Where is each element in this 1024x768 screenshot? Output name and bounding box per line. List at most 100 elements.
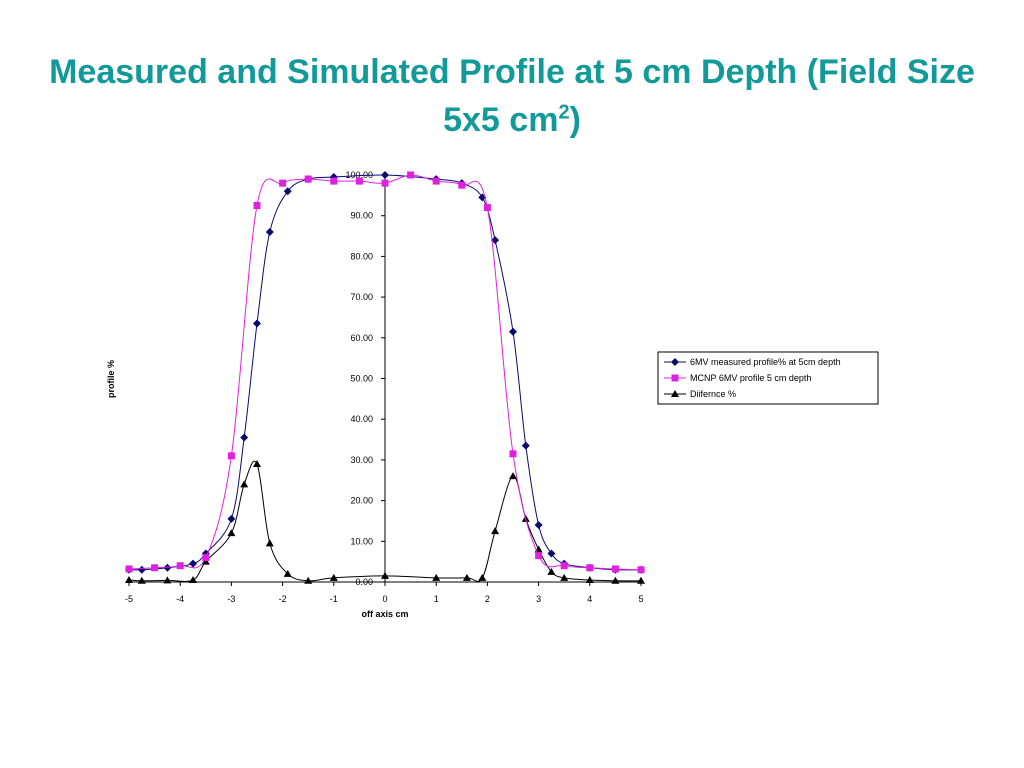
x-tick-label: -3	[227, 594, 235, 604]
x-tick-label: 3	[536, 594, 541, 604]
series-3-point	[304, 576, 313, 584]
series-2	[125, 171, 645, 574]
y-tick-label: 50.00	[350, 374, 373, 384]
series-1-point	[509, 327, 517, 336]
series-2-point	[330, 177, 338, 185]
series-1-point	[137, 565, 146, 574]
series-3-point	[432, 573, 441, 581]
series-2-point	[560, 562, 568, 570]
legend-marker	[671, 358, 679, 366]
series-3-point	[163, 576, 172, 584]
series-2-point	[381, 179, 389, 187]
series-2-point	[304, 175, 312, 183]
legend-marker	[671, 390, 679, 397]
x-tick-label: 5	[638, 594, 643, 604]
legend-label: 6MV measured profile% at 5cm depth	[690, 357, 841, 367]
series-1-point	[534, 521, 543, 530]
series-2-point	[202, 554, 210, 562]
series-1-point	[227, 514, 236, 523]
slide-title: Measured and Simulated Profile at 5 cm D…	[40, 48, 984, 144]
x-tick-label: 1	[434, 594, 439, 604]
series-1-point	[240, 433, 249, 442]
x-tick-label: -2	[279, 594, 287, 604]
series-2-point	[407, 171, 415, 179]
series-3-point	[125, 575, 133, 583]
chart-series	[125, 171, 645, 584]
series-2-point	[611, 565, 619, 573]
series-2-point	[355, 177, 363, 185]
series-2-point	[535, 552, 543, 560]
x-axis-title: off axis cm	[361, 609, 408, 619]
slide-title-main: Measured and Simulated Profile at 5 cm D…	[49, 53, 975, 139]
series-2-point	[125, 565, 133, 573]
x-tick-label: -1	[330, 594, 338, 604]
series-1-point	[283, 187, 292, 196]
y-tick-label: 40.00	[350, 414, 373, 424]
chart-axes: -5 -4 -3 -2 -1 0 1 2 3 4 50.0010.0020.0030.0040.00…	[125, 170, 644, 604]
series-3-point	[560, 573, 569, 581]
slide-title-end: )	[569, 101, 581, 139]
y-tick-label: 30.00	[350, 455, 373, 465]
series-3-point	[381, 571, 389, 579]
y-tick-label: 80.00	[350, 251, 373, 261]
series-2-point	[586, 564, 594, 572]
series-3-point	[478, 573, 487, 581]
series-2-point	[176, 562, 184, 570]
series-1-point	[491, 236, 500, 245]
x-tick-label: -4	[176, 594, 184, 604]
series-3-point	[585, 575, 594, 583]
series-3-point	[637, 576, 645, 584]
y-tick-label: 0.00	[355, 577, 373, 587]
series-3-point	[201, 557, 210, 565]
series-3-point	[253, 459, 261, 467]
slide-title-superscript: 2	[558, 101, 570, 124]
series-3-point	[240, 480, 249, 488]
y-tick-label: 70.00	[350, 292, 373, 302]
legend-item-2: MCNP 6MV profile 5 cm depth	[664, 373, 811, 383]
series-1-point	[265, 227, 274, 236]
x-tick-label: 4	[587, 594, 592, 604]
series-3-point	[509, 472, 517, 480]
y-tick-label: 20.00	[350, 496, 373, 506]
series-2-point	[509, 450, 517, 458]
y-tick-label: 90.00	[350, 211, 373, 221]
x-tick-label: 0	[382, 594, 387, 604]
series-1-point	[521, 441, 530, 450]
series-1-point	[253, 319, 261, 328]
y-tick-label: 100.00	[345, 170, 373, 180]
legend-box	[657, 351, 879, 405]
legend-item-1: 6MV measured profile% at 5cm depth	[664, 357, 841, 367]
series-2-point	[227, 452, 235, 460]
series-3-point	[137, 576, 146, 584]
series-1-point	[163, 563, 172, 572]
series-2-point	[458, 181, 466, 189]
series-3-point	[462, 573, 471, 581]
series-2-point	[432, 177, 440, 185]
series-3-point	[491, 527, 500, 535]
series-1-point	[381, 171, 389, 179]
series-3-point	[329, 573, 338, 581]
y-tick-label: 60.00	[350, 333, 373, 343]
y-axis-title: profile %	[106, 360, 116, 398]
series-3-point	[611, 576, 620, 584]
series-1-point	[547, 549, 556, 558]
legend-marker	[671, 374, 679, 382]
x-tick-label: -5	[125, 594, 133, 604]
x-tick-label: 2	[485, 594, 490, 604]
series-3-point	[283, 569, 292, 577]
y-tick-label: 10.00	[350, 536, 373, 546]
series-2-point	[279, 179, 287, 187]
legend-item-3: Diifernce %	[664, 389, 736, 399]
chart-legend: 6MV measured profile% at 5cm depth MCNP 6…	[657, 351, 879, 405]
series-3-point	[189, 575, 197, 583]
legend-label: Diifernce %	[690, 389, 736, 399]
series-2-point	[483, 204, 491, 212]
series-3-point	[265, 539, 274, 547]
series-2-point	[151, 564, 159, 572]
legend-label: MCNP 6MV profile 5 cm depth	[690, 373, 811, 383]
series-1-point	[189, 559, 197, 568]
series-2-point	[253, 202, 261, 210]
series-3-point	[227, 529, 236, 537]
series-2-point	[637, 566, 645, 574]
